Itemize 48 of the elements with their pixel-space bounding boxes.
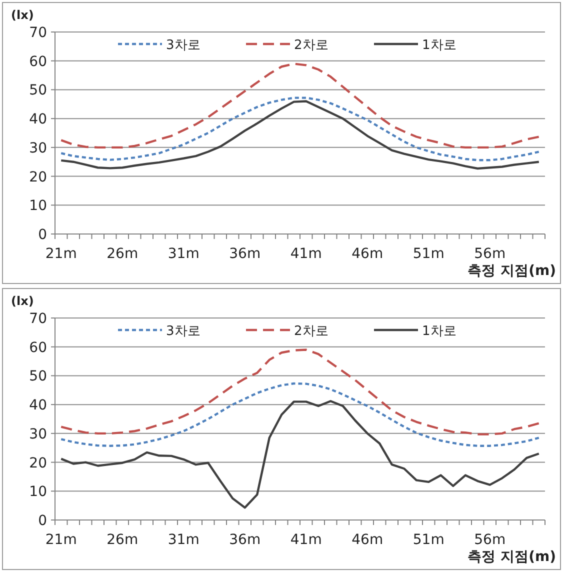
x-tick-label: 46m	[352, 532, 384, 548]
x-tick-label: 21m	[45, 532, 77, 548]
line-series	[60, 400, 540, 509]
x-tick-label: 56m	[474, 532, 506, 548]
y-tick-label: 70	[29, 25, 47, 41]
y-axis-title: (lx)	[11, 8, 34, 22]
x-tick-label: 26m	[106, 246, 138, 262]
y-tick-label: 50	[29, 368, 47, 385]
x-tick-label: 41m	[290, 246, 322, 262]
line-series	[60, 348, 540, 436]
y-tick-label: 20	[29, 169, 47, 186]
x-tick-label: 31m	[168, 532, 200, 548]
y-tick-label: 70	[29, 311, 47, 327]
legend-label: 3차로	[166, 38, 200, 53]
line-series	[60, 96, 540, 162]
y-axis-title: (lx)	[11, 294, 34, 308]
y-tick-label: 30	[29, 426, 47, 442]
y-tick-label: 20	[29, 455, 47, 472]
line-series	[60, 62, 540, 149]
y-tick-label: 0	[38, 227, 47, 243]
legend-label: 2차로	[294, 324, 328, 339]
x-tick-label: 51m	[412, 246, 444, 262]
y-tick-label: 40	[29, 398, 47, 414]
y-tick-label: 60	[29, 54, 47, 70]
x-tick-label: 21m	[45, 246, 77, 262]
y-tick-label: 50	[29, 82, 47, 99]
x-axis-title: 측정 지점(m)	[468, 263, 556, 279]
y-tick-label: 10	[29, 484, 47, 500]
y-tick-label: 40	[29, 112, 47, 128]
x-tick-label: 36m	[229, 246, 261, 262]
x-tick-label: 46m	[352, 246, 384, 262]
y-tick-label: 60	[29, 340, 47, 356]
x-tick-label: 56m	[474, 246, 506, 262]
y-tick-label: 10	[29, 198, 47, 214]
x-tick-label: 36m	[229, 532, 261, 548]
y-tick-label: 0	[38, 513, 47, 529]
line-series	[60, 100, 540, 170]
line-series	[60, 382, 540, 447]
x-tick-label: 41m	[290, 532, 322, 548]
legend-label: 1차로	[422, 324, 456, 339]
legend-label: 3차로	[166, 324, 200, 339]
y-tick-label: 30	[29, 140, 47, 156]
legend-label: 1차로	[422, 38, 456, 53]
x-axis-title: 측정 지점(m)	[468, 549, 556, 565]
x-tick-label: 26m	[106, 532, 138, 548]
x-tick-label: 51m	[412, 532, 444, 548]
legend-label: 2차로	[294, 38, 328, 53]
x-tick-label: 31m	[168, 246, 200, 262]
